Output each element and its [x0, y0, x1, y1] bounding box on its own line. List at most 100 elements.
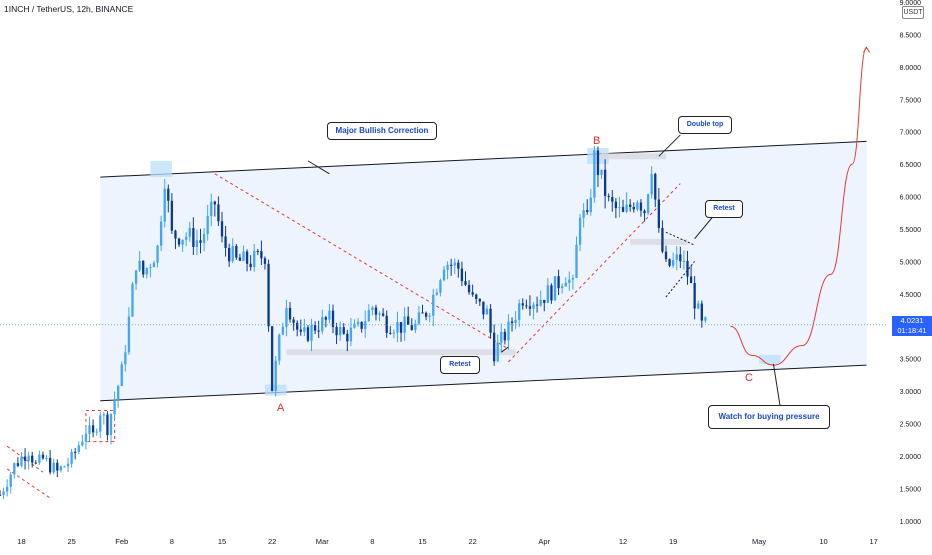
candle[interactable] [546, 278, 550, 304]
candle[interactable] [34, 460, 37, 465]
candle[interactable] [249, 255, 252, 271]
candle[interactable] [88, 416, 91, 442]
candle[interactable] [521, 298, 524, 310]
candle[interactable] [586, 199, 589, 215]
candle[interactable] [485, 305, 489, 315]
candle[interactable] [56, 459, 59, 478]
candle[interactable] [296, 320, 299, 337]
candle[interactable] [299, 319, 302, 336]
candle[interactable] [235, 243, 238, 260]
candle[interactable] [59, 465, 63, 473]
candle[interactable] [679, 246, 682, 269]
candle[interactable] [242, 245, 245, 262]
candle[interactable] [267, 259, 270, 332]
major-correction-callout[interactable]: Major Bullish Correction [327, 122, 437, 140]
candle[interactable] [16, 457, 20, 468]
candle[interactable] [560, 283, 564, 294]
candle[interactable] [63, 465, 66, 468]
double-top-callout[interactable]: Double top [678, 116, 732, 134]
candle[interactable] [704, 316, 707, 323]
candle[interactable] [500, 323, 503, 353]
candle[interactable] [84, 426, 88, 450]
candle[interactable] [23, 448, 27, 470]
candle[interactable] [120, 361, 123, 387]
candle[interactable] [238, 253, 242, 262]
candle[interactable] [475, 293, 478, 304]
candle[interactable] [170, 193, 174, 234]
candle[interactable] [496, 334, 499, 363]
candle[interactable] [528, 295, 532, 316]
candle[interactable] [9, 471, 12, 494]
candle[interactable] [167, 184, 170, 213]
candle[interactable] [553, 276, 557, 301]
candle[interactable] [381, 308, 385, 317]
candle[interactable] [2, 487, 5, 500]
candle[interactable] [543, 299, 546, 312]
candle[interactable] [503, 328, 507, 345]
candle[interactable] [91, 419, 95, 438]
candle[interactable] [671, 252, 675, 269]
candle[interactable] [245, 249, 249, 272]
candle[interactable] [260, 240, 263, 265]
candle[interactable] [303, 318, 306, 337]
candle[interactable] [636, 200, 639, 212]
currency-badge[interactable]: USDT [902, 6, 924, 19]
candle[interactable] [335, 322, 338, 345]
candle[interactable] [639, 199, 643, 217]
candle[interactable] [700, 300, 703, 328]
candle[interactable] [206, 204, 209, 241]
candle[interactable] [152, 260, 156, 268]
candle[interactable] [478, 298, 481, 306]
candle[interactable] [48, 449, 52, 475]
candle[interactable] [457, 259, 460, 278]
candle[interactable] [378, 311, 381, 322]
candle[interactable] [253, 244, 256, 272]
candle[interactable] [5, 479, 9, 497]
candle[interactable] [689, 265, 693, 284]
candle[interactable] [625, 192, 628, 214]
candle[interactable] [539, 290, 542, 307]
candle[interactable] [213, 200, 217, 217]
candle[interactable] [371, 305, 374, 316]
candle[interactable] [464, 271, 467, 287]
candle[interactable] [571, 274, 575, 290]
candle[interactable] [174, 229, 177, 250]
candle[interactable] [317, 320, 320, 338]
candle[interactable] [535, 296, 539, 313]
candle[interactable] [31, 451, 34, 468]
candles-layer[interactable] [0, 145, 707, 500]
candle[interactable] [20, 452, 23, 468]
candle[interactable] [600, 169, 603, 179]
candle[interactable] [582, 202, 585, 228]
candle[interactable] [399, 322, 403, 342]
candle[interactable] [435, 288, 439, 296]
candle[interactable] [682, 250, 686, 270]
candle[interactable] [227, 243, 231, 267]
candle[interactable] [224, 225, 227, 257]
candle[interactable] [313, 321, 317, 335]
candle[interactable] [185, 232, 188, 247]
candle[interactable] [593, 145, 596, 203]
candle[interactable] [507, 314, 510, 350]
candle[interactable] [550, 283, 553, 304]
candle[interactable] [618, 196, 621, 218]
candle[interactable] [288, 301, 292, 323]
candle[interactable] [99, 411, 102, 439]
candle[interactable] [668, 258, 671, 268]
candle[interactable] [442, 265, 446, 282]
candle[interactable] [181, 239, 184, 252]
candle[interactable] [564, 277, 567, 287]
price-axis[interactable]: 1.00001.50002.00002.50003.00003.50004.00… [900, 0, 922, 526]
candle[interactable] [70, 448, 73, 468]
candle[interactable] [127, 307, 131, 355]
candle[interactable] [589, 189, 592, 216]
candle[interactable] [263, 256, 267, 270]
candle[interactable] [385, 310, 388, 338]
candle[interactable] [331, 304, 335, 334]
candle[interactable] [453, 258, 456, 275]
candle[interactable] [657, 188, 661, 233]
candle[interactable] [596, 146, 600, 187]
candle[interactable] [392, 329, 396, 339]
